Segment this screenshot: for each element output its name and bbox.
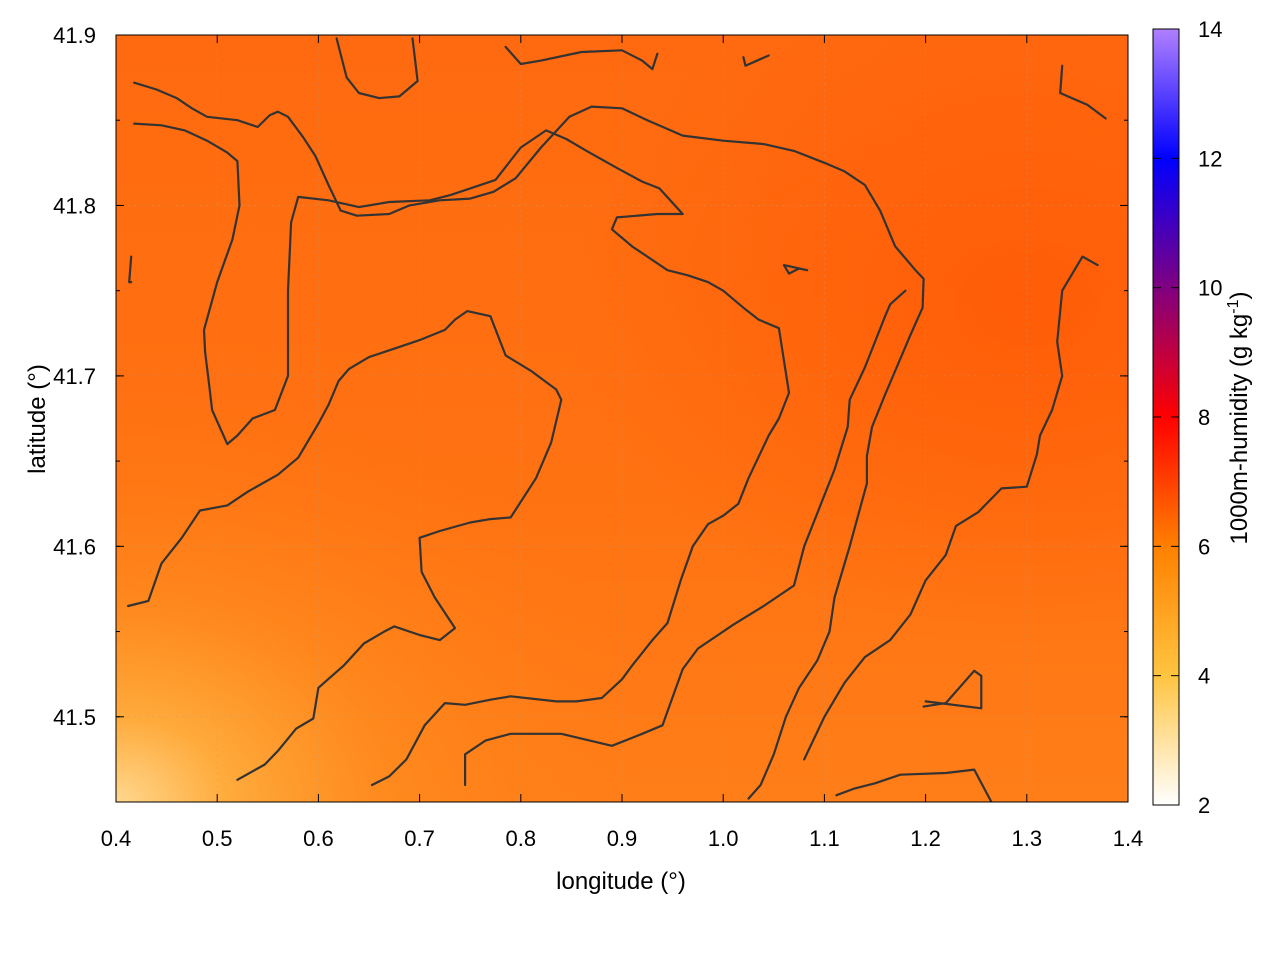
contour-line-4 [464, 289, 907, 787]
contour-lines [127, 37, 1107, 802]
contour-line-6 [922, 669, 983, 710]
x-tick-label: 1.4 [1113, 826, 1144, 851]
contour-line-2 [133, 122, 791, 787]
colorbar-tick-label: 6 [1198, 534, 1210, 559]
colorbar-ticks: 2 4 6 8 10 12 14 [1153, 17, 1222, 818]
colorbar-title-close: ) [1226, 292, 1253, 300]
x-tick-label: 0.4 [101, 826, 132, 851]
contour-line-12 [742, 54, 770, 67]
y-axis-ticks: 41.5 41.6 41.7 41.8 41.9 [53, 23, 1128, 803]
y-tick-label: 41.6 [53, 534, 96, 559]
contour-line-3 [127, 310, 563, 781]
colorbar-tick-label: 12 [1198, 146, 1222, 171]
x-tick-label: 0.5 [202, 826, 233, 851]
x-tick-label: 0.6 [303, 826, 334, 851]
contour-line-7 [782, 264, 809, 275]
x-tick-label: 1.3 [1012, 826, 1043, 851]
contour-line-9 [1059, 64, 1107, 120]
heatmap-moist-region [116, 35, 1128, 802]
plot-area [115, 34, 1129, 803]
y-tick-label: 41.8 [53, 193, 96, 218]
y-tick-label: 41.7 [53, 364, 96, 389]
x-tick-label: 0.9 [607, 826, 638, 851]
colorbar-title-exponent: -1 [1225, 299, 1242, 313]
y-tick-label: 41.5 [53, 705, 96, 730]
x-tick-label: 1.0 [708, 826, 739, 851]
contour-line-8 [803, 255, 1099, 761]
contour-line-5 [835, 768, 993, 802]
contour-line-10 [335, 37, 419, 100]
colorbar-tick-label: 10 [1198, 276, 1222, 301]
contour-line-11 [504, 45, 659, 71]
colorbar-tick-label: 8 [1198, 405, 1210, 430]
x-tick-label: 1.1 [809, 826, 840, 851]
y-axis-title: latitude (°) [24, 364, 51, 474]
y-tick-label: 41.9 [53, 23, 96, 48]
x-tick-label: 0.8 [506, 826, 537, 851]
colorbar: 2 4 6 8 10 12 14 1000m-humidity (g kg-1) [1152, 17, 1253, 818]
colorbar-tick-label: 14 [1198, 17, 1222, 42]
colorbar-title: 1000m-humidity (g kg-1) [1225, 292, 1253, 545]
contour-line-13 [128, 255, 133, 284]
x-tick-label: 1.2 [910, 826, 941, 851]
colorbar-title-main: 1000m-humidity (g kg [1226, 314, 1253, 545]
x-axis-title: longitude (°) [556, 868, 686, 895]
colorbar-tick-label: 2 [1198, 793, 1210, 818]
x-tick-label: 0.7 [404, 826, 435, 851]
contour-line-1 [133, 81, 925, 800]
x-axis-ticks: 0.4 0.5 0.6 0.7 0.8 0.9 1.0 1.1 1.2 1.3 1.4 [101, 35, 1144, 851]
colorbar-tick-label: 4 [1198, 664, 1210, 689]
